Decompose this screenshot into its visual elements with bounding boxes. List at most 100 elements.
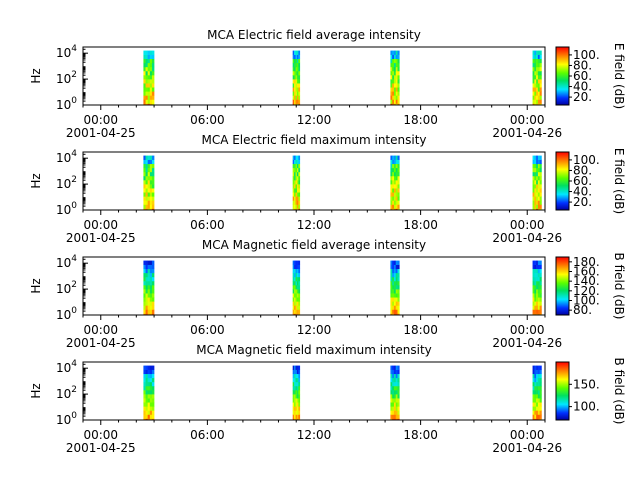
spectrogram-cell [295, 58, 298, 64]
spectrogram-cell [537, 91, 540, 96]
spectrogram-cell [397, 313, 400, 316]
colorbar-tick-label: 100. [573, 400, 600, 414]
spectrogram-cell [392, 406, 395, 411]
spectrogram-cell [537, 280, 540, 286]
spectrogram-cell [292, 204, 295, 209]
spectrogram-cell [147, 381, 151, 387]
spectrogram-cell [149, 377, 153, 383]
spectrogram-cell [536, 70, 539, 76]
spectrogram-cell [149, 91, 153, 96]
spectrogram-cell [296, 163, 299, 169]
spectrogram-cell [149, 373, 153, 379]
spectrogram-cell [149, 95, 153, 100]
spectrogram-cell [532, 87, 535, 92]
spectrogram-cell [295, 184, 298, 189]
spectrogram-cell [298, 70, 301, 76]
spectrogram-cell [151, 163, 155, 169]
spectrogram-cell [296, 272, 299, 278]
spectrogram-cell [395, 196, 398, 201]
spectrogram-cell [537, 293, 540, 298]
spectrogram-cell [149, 264, 153, 270]
spectrogram-cell [292, 280, 295, 286]
y-tick-label: 104 [56, 44, 77, 60]
spectrogram-cell [395, 91, 398, 96]
spectrogram-cell [390, 276, 393, 282]
spectrogram-cell [147, 159, 151, 165]
spectrogram-cell [392, 91, 395, 96]
spectrogram-cell [296, 87, 299, 92]
spectrogram-cell [143, 381, 146, 387]
spectrogram-cell [151, 268, 155, 274]
spectrogram-cell [390, 410, 393, 415]
spectrogram-cell [298, 309, 301, 314]
spectrogram-cell [534, 103, 537, 106]
spectrogram-cell [296, 159, 299, 165]
spectrogram-cell [149, 369, 153, 375]
spectrogram-cell [294, 79, 296, 84]
spectrogram-cell [151, 414, 155, 419]
spectrogram-cell [145, 398, 148, 403]
spectrogram-cell [532, 196, 535, 201]
spectrogram-cell [390, 394, 393, 399]
spectrogram-cell [292, 58, 295, 64]
spectrogram-cell [536, 83, 539, 88]
spectrogram-cell [143, 365, 146, 370]
spectrogram-cell [390, 365, 393, 370]
y-axis-label: Hz [29, 68, 43, 83]
spectrogram-cell [537, 62, 540, 68]
spectrogram-cell [390, 184, 393, 189]
spectrogram-cell [390, 264, 393, 270]
spectrogram-cell [145, 200, 148, 205]
spectrogram-cell [392, 414, 395, 419]
spectrogram-cell [532, 83, 535, 88]
spectrogram-cell [537, 373, 540, 379]
spectrogram-cell [392, 272, 395, 278]
spectrogram-cell [143, 289, 146, 294]
spectrogram-cell [539, 365, 542, 370]
spectrogram-cell [151, 83, 155, 88]
spectrogram-cell [395, 260, 398, 265]
spectrogram-cell [151, 394, 155, 399]
spectrogram-cell [298, 66, 301, 72]
panel-3: MCA Magnetic field average intensity 100 1… [29, 238, 626, 350]
spectrogram-cell [292, 406, 295, 411]
spectrogram-cell [149, 66, 153, 72]
spectrogram-cell [151, 272, 155, 278]
y-tick-label: 100 [56, 411, 77, 427]
spectrogram-cell [295, 204, 298, 209]
spectrogram-cell [537, 272, 540, 278]
spectrogram-cell [390, 54, 393, 60]
spectrogram-cell [296, 83, 299, 88]
spectrogram-cell [534, 159, 537, 165]
spectrogram-cell [295, 289, 298, 294]
spectrogram-cell [149, 163, 153, 169]
spectrogram-cell [393, 410, 397, 415]
spectrogram-cell [395, 208, 398, 211]
spectrogram-cell [294, 155, 296, 160]
spectrogram-cell [149, 79, 153, 84]
spectrogram-cell [145, 402, 148, 407]
spectrogram-cell [149, 305, 153, 310]
spectrogram-cell [294, 50, 296, 55]
spectrogram-cell [143, 196, 146, 201]
spectrogram-cell [294, 418, 296, 421]
x-tick-label: 00:00 [510, 428, 545, 442]
spectrogram-cell [395, 87, 398, 92]
spectrogram-cell [537, 87, 540, 92]
spectrogram-cell [294, 313, 296, 316]
spectrogram-cell [390, 208, 393, 211]
spectrogram-cell [539, 285, 542, 290]
spectrogram-cell [151, 280, 155, 286]
spectrogram-cell [393, 268, 397, 274]
spectrogram-cell [536, 184, 539, 189]
colorbar-tick-label: 40. [573, 185, 592, 199]
spectrogram-cell [392, 79, 395, 84]
spectrogram-cell [298, 305, 301, 310]
spectrogram-cell [292, 414, 295, 419]
spectrogram-cell [147, 301, 151, 306]
spectrogram-cell [294, 280, 296, 286]
spectrogram-cell [296, 95, 299, 100]
x-tick-label: 12:00 [297, 428, 332, 442]
spectrogram-cell [395, 373, 398, 379]
spectrogram-cell [397, 58, 400, 64]
